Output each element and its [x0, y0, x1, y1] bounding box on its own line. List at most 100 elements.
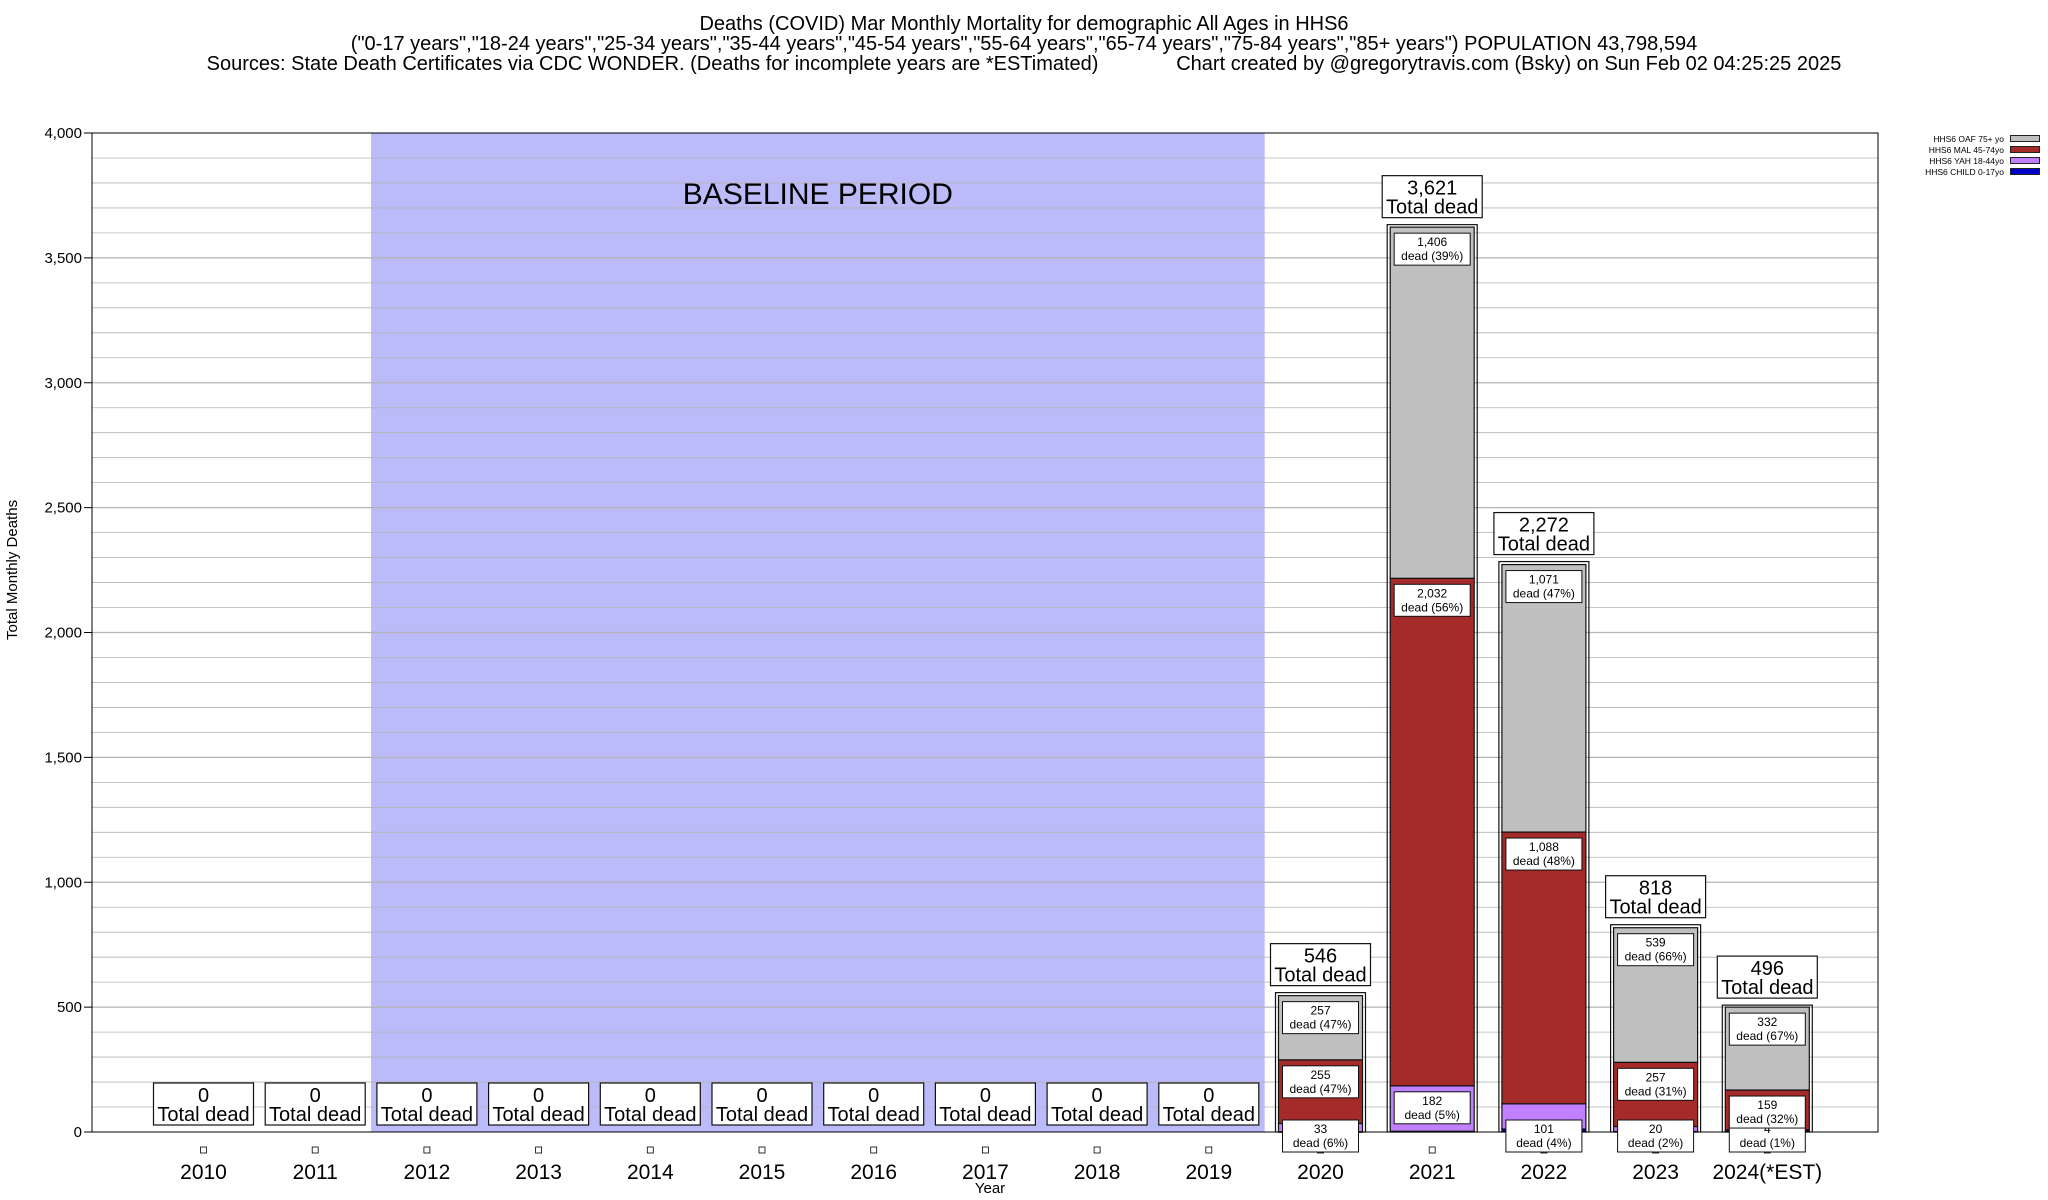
chart-title: Deaths (COVID) Mar Monthly Mortality for… [699, 13, 1349, 35]
segment-label-percent: dead (4%) [1516, 1136, 1571, 1150]
total-label-box [599, 1082, 701, 1126]
x-axis-label: Year [974, 1180, 1006, 1197]
total-label-box [488, 1082, 590, 1126]
x-tick-marker [758, 1146, 766, 1154]
x-tick-label: 2020 [1297, 1161, 1344, 1184]
segment-label-value: 101 [1534, 1122, 1554, 1136]
segment-label-percent: dead (56%) [1401, 600, 1463, 614]
total-label-text: Total dead [492, 1104, 584, 1126]
segment-label-percent: dead (32%) [1736, 1112, 1798, 1126]
total-label-text: Total dead [1498, 534, 1590, 556]
segment-label-box [1393, 583, 1471, 617]
segment-label-box [1393, 1091, 1471, 1125]
total-label-value: 0 [533, 1085, 544, 1107]
bar-outline [1386, 224, 1478, 1133]
legend-item: HHS6 CHILD 0-17yo [1880, 166, 2040, 177]
total-label-text: Total dead [381, 1104, 473, 1126]
segment-label-value: 332 [1757, 1015, 1777, 1029]
legend-label: HHS6 OAF 75+ yo [1933, 133, 2004, 144]
x-tick-label: 2016 [850, 1161, 897, 1184]
x-tick-marker [1428, 1146, 1436, 1154]
segment-label-value: 2,032 [1417, 586, 1447, 600]
segment-label-percent: dead (48%) [1513, 854, 1575, 868]
x-tick-marker [982, 1146, 989, 1154]
x-tick-marker [535, 1146, 542, 1154]
segment-label-box [1505, 837, 1583, 871]
total-label-box [1493, 511, 1595, 556]
segment-label-box [1728, 1095, 1806, 1129]
total-label-box [711, 1082, 813, 1126]
total-label-value: 0 [198, 1085, 209, 1107]
total-label-box [264, 1082, 366, 1126]
total-label-text: Total dead [939, 1104, 1031, 1126]
segment-label-box [1282, 1119, 1359, 1153]
y-tick-label: 2,500 [44, 500, 82, 517]
total-label-value: 0 [980, 1085, 991, 1107]
segment-label-value: 159 [1757, 1098, 1777, 1112]
segment-label-percent: dead (66%) [1625, 950, 1687, 964]
legend-item: HHS6 OAF 75+ yo [1880, 133, 2040, 144]
legend-swatch [2010, 146, 2040, 153]
segment-label-percent: dead (47%) [1289, 1082, 1351, 1096]
total-label-value: 0 [645, 1085, 656, 1107]
total-label-text: Total dead [716, 1104, 808, 1126]
y-tick-label: 500 [57, 999, 82, 1016]
bar-segment-oaf [1501, 563, 1587, 833]
y-axis-label: Total Monthly Deaths [4, 499, 21, 640]
x-tick-label: 2024(*EST) [1712, 1161, 1822, 1184]
x-tick-label: 2014 [627, 1161, 674, 1184]
total-label-value: 2,272 [1519, 515, 1569, 537]
legend-swatch [2010, 157, 2040, 164]
total-label-text: Total dead [1609, 897, 1701, 919]
x-tick-marker [870, 1146, 878, 1154]
segment-label-value: 1,088 [1529, 840, 1559, 854]
total-label-box [1381, 175, 1483, 219]
total-label-value: 546 [1304, 946, 1337, 968]
x-tick-marker [1093, 1146, 1101, 1154]
y-tick-label: 1,500 [44, 749, 82, 766]
legend: HHS6 OAF 75+ yo HHS6 MAL 45-74yo HHS6 YAH … [1880, 133, 2040, 177]
total-label-value: 0 [1203, 1085, 1214, 1107]
segment-label-box [1505, 570, 1583, 604]
total-label-box [376, 1082, 478, 1126]
bar-segment-mal [1389, 577, 1475, 1087]
total-label-box [1716, 955, 1818, 999]
x-tick-marker [423, 1146, 431, 1154]
total-label-text: Total dead [269, 1104, 361, 1126]
legend-label: HHS6 MAL 45-74yo [1928, 144, 2004, 155]
plot-frame [91, 132, 1879, 1133]
y-tick-label: 0 [74, 1124, 82, 1141]
segment-label-value: 20 [1649, 1122, 1663, 1136]
segment-label-box [1617, 933, 1695, 967]
legend-swatch [2010, 135, 2040, 142]
total-label-box [823, 1082, 925, 1126]
total-label-text: Total dead [157, 1104, 249, 1126]
total-label-text: Total dead [1051, 1104, 1143, 1126]
x-tick-label: 2018 [1074, 1161, 1121, 1184]
segment-label-percent: dead (2%) [1628, 1136, 1683, 1150]
total-label-box [1604, 875, 1707, 919]
y-tick-label: 4,000 [44, 125, 82, 142]
y-tick-label: 3,000 [44, 375, 82, 392]
x-tick-label: 2010 [180, 1161, 227, 1184]
segment-label-percent: dead (67%) [1736, 1029, 1798, 1043]
x-tick-marker [646, 1146, 654, 1154]
total-label-text: Total dead [1163, 1104, 1255, 1126]
segment-label-value: 1,071 [1529, 573, 1559, 587]
total-label-value: 0 [756, 1085, 767, 1107]
x-tick-label: 2022 [1521, 1161, 1568, 1184]
segment-label-percent: dead (31%) [1625, 1084, 1687, 1098]
total-label-value: 0 [421, 1085, 432, 1107]
x-tick-marker [200, 1146, 207, 1154]
segment-label-box [1393, 232, 1471, 266]
segment-label-box [1728, 1012, 1806, 1046]
segment-label-percent: dead (47%) [1513, 587, 1575, 601]
total-label-value: 0 [310, 1085, 321, 1107]
segment-label-box [1282, 1065, 1359, 1099]
total-label-value: 818 [1639, 878, 1672, 900]
y-tick-label: 1,000 [44, 874, 82, 891]
segment-label-percent: dead (6%) [1293, 1136, 1348, 1150]
total-label-text: Total dead [828, 1104, 920, 1126]
segment-label-percent: dead (39%) [1401, 249, 1463, 263]
